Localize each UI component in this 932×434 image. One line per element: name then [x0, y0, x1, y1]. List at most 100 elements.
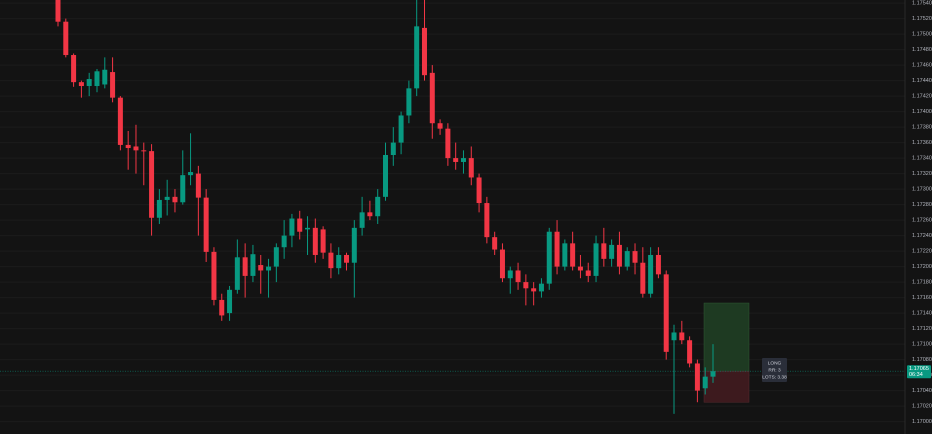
candle-body — [94, 71, 100, 87]
candle-body — [515, 270, 521, 283]
position-side: LONG — [768, 360, 782, 366]
position-label-box — [762, 358, 787, 382]
y-tick-label: 1.17280 — [912, 202, 932, 208]
candle-body — [499, 249, 505, 279]
candle-body — [234, 257, 240, 290]
candle-body — [188, 172, 194, 176]
y-tick-label: 1.17520 — [912, 16, 932, 22]
candle-body — [632, 251, 638, 263]
candle-body — [616, 244, 622, 267]
candle-body — [203, 197, 209, 252]
candle-body — [63, 21, 69, 56]
candle-body — [390, 142, 396, 155]
candle-body — [507, 270, 513, 279]
y-tick-label: 1.17000 — [912, 419, 932, 425]
candle-body — [180, 175, 186, 203]
position-rr: RR: 3 — [768, 367, 781, 373]
y-tick-label: 1.17460 — [912, 63, 932, 69]
candle-body — [671, 332, 677, 341]
y-tick-label: 1.17220 — [912, 249, 932, 255]
candle-body — [710, 371, 716, 377]
candle-body — [492, 237, 498, 250]
candle-body — [312, 227, 318, 255]
candle-body — [546, 231, 552, 284]
y-tick-label: 1.17360 — [912, 140, 932, 146]
y-tick-label: 1.17480 — [912, 47, 932, 53]
candle-body — [156, 199, 162, 218]
candle-body — [351, 227, 357, 263]
candle-body — [227, 289, 233, 314]
y-tick-label: 1.17240 — [912, 233, 932, 239]
y-tick-label: 1.17260 — [912, 218, 932, 224]
candle-body — [421, 27, 427, 76]
candle-body — [398, 115, 404, 143]
candle-body — [195, 173, 201, 198]
candle-body — [406, 88, 412, 116]
candle-body — [110, 72, 116, 98]
candle-body — [702, 376, 708, 389]
y-tick-label: 1.17340 — [912, 156, 932, 162]
candle-body — [453, 158, 459, 162]
candle-body — [125, 144, 131, 149]
y-tick-label: 1.17540 — [912, 1, 932, 7]
candle-body — [78, 82, 84, 87]
y-tick-label: 1.17380 — [912, 125, 932, 131]
candle-body — [562, 243, 568, 267]
candle-body — [523, 282, 529, 289]
candle-body — [476, 177, 482, 204]
y-tick-label: 1.17160 — [912, 295, 932, 301]
candle-body — [375, 196, 381, 217]
candle-body — [133, 146, 139, 151]
candle-body — [655, 254, 661, 275]
candle-body — [437, 123, 443, 129]
candle-body — [211, 251, 217, 300]
candle-body — [585, 270, 591, 276]
current-price-label-box — [907, 365, 931, 379]
y-tick-label: 1.17120 — [912, 326, 932, 332]
candle-body — [663, 274, 669, 352]
target-zone — [703, 302, 750, 372]
y-tick-label: 1.17420 — [912, 94, 932, 100]
candle-body — [609, 244, 615, 259]
y-tick-label: 1.17020 — [912, 404, 932, 410]
candle-body — [117, 97, 123, 145]
candle-body — [297, 218, 303, 232]
candle-body — [648, 254, 654, 294]
y-tick-label: 1.17500 — [912, 32, 932, 38]
y-tick-label: 1.17400 — [912, 109, 932, 115]
candle-body — [273, 247, 279, 267]
y-tick-label: 1.17440 — [912, 78, 932, 84]
candle-body — [258, 265, 264, 271]
candle-body — [289, 218, 295, 236]
y-tick-label: 1.17300 — [912, 187, 932, 193]
y-tick-label: 1.17180 — [912, 280, 932, 286]
candle-body — [687, 340, 693, 364]
candle-body — [429, 72, 435, 124]
candle-body — [383, 155, 388, 197]
candle-body — [219, 299, 225, 316]
candle-body — [55, 0, 61, 22]
candle-body — [468, 158, 474, 178]
candle-body — [414, 26, 420, 89]
candle-body — [601, 243, 607, 259]
candle-body — [336, 254, 342, 269]
candle-body — [593, 243, 599, 276]
candle-body — [624, 251, 630, 267]
candle-body — [164, 196, 170, 200]
y-tick-label: 1.17080 — [912, 357, 932, 363]
candle-body — [554, 231, 560, 267]
candle-body — [445, 128, 451, 159]
candle-body — [250, 254, 256, 276]
y-tick-label: 1.17040 — [912, 388, 932, 394]
candle-body — [367, 212, 373, 217]
candle-body — [172, 196, 178, 203]
candle-body — [694, 363, 700, 391]
candle-body — [102, 69, 108, 85]
candle-body — [266, 266, 272, 271]
candle-body — [679, 332, 685, 341]
y-tick-label: 1.17200 — [912, 264, 932, 270]
y-tick-label: 1.17140 — [912, 311, 932, 317]
y-tick-label: 1.17320 — [912, 171, 932, 177]
candle-body — [305, 227, 311, 230]
